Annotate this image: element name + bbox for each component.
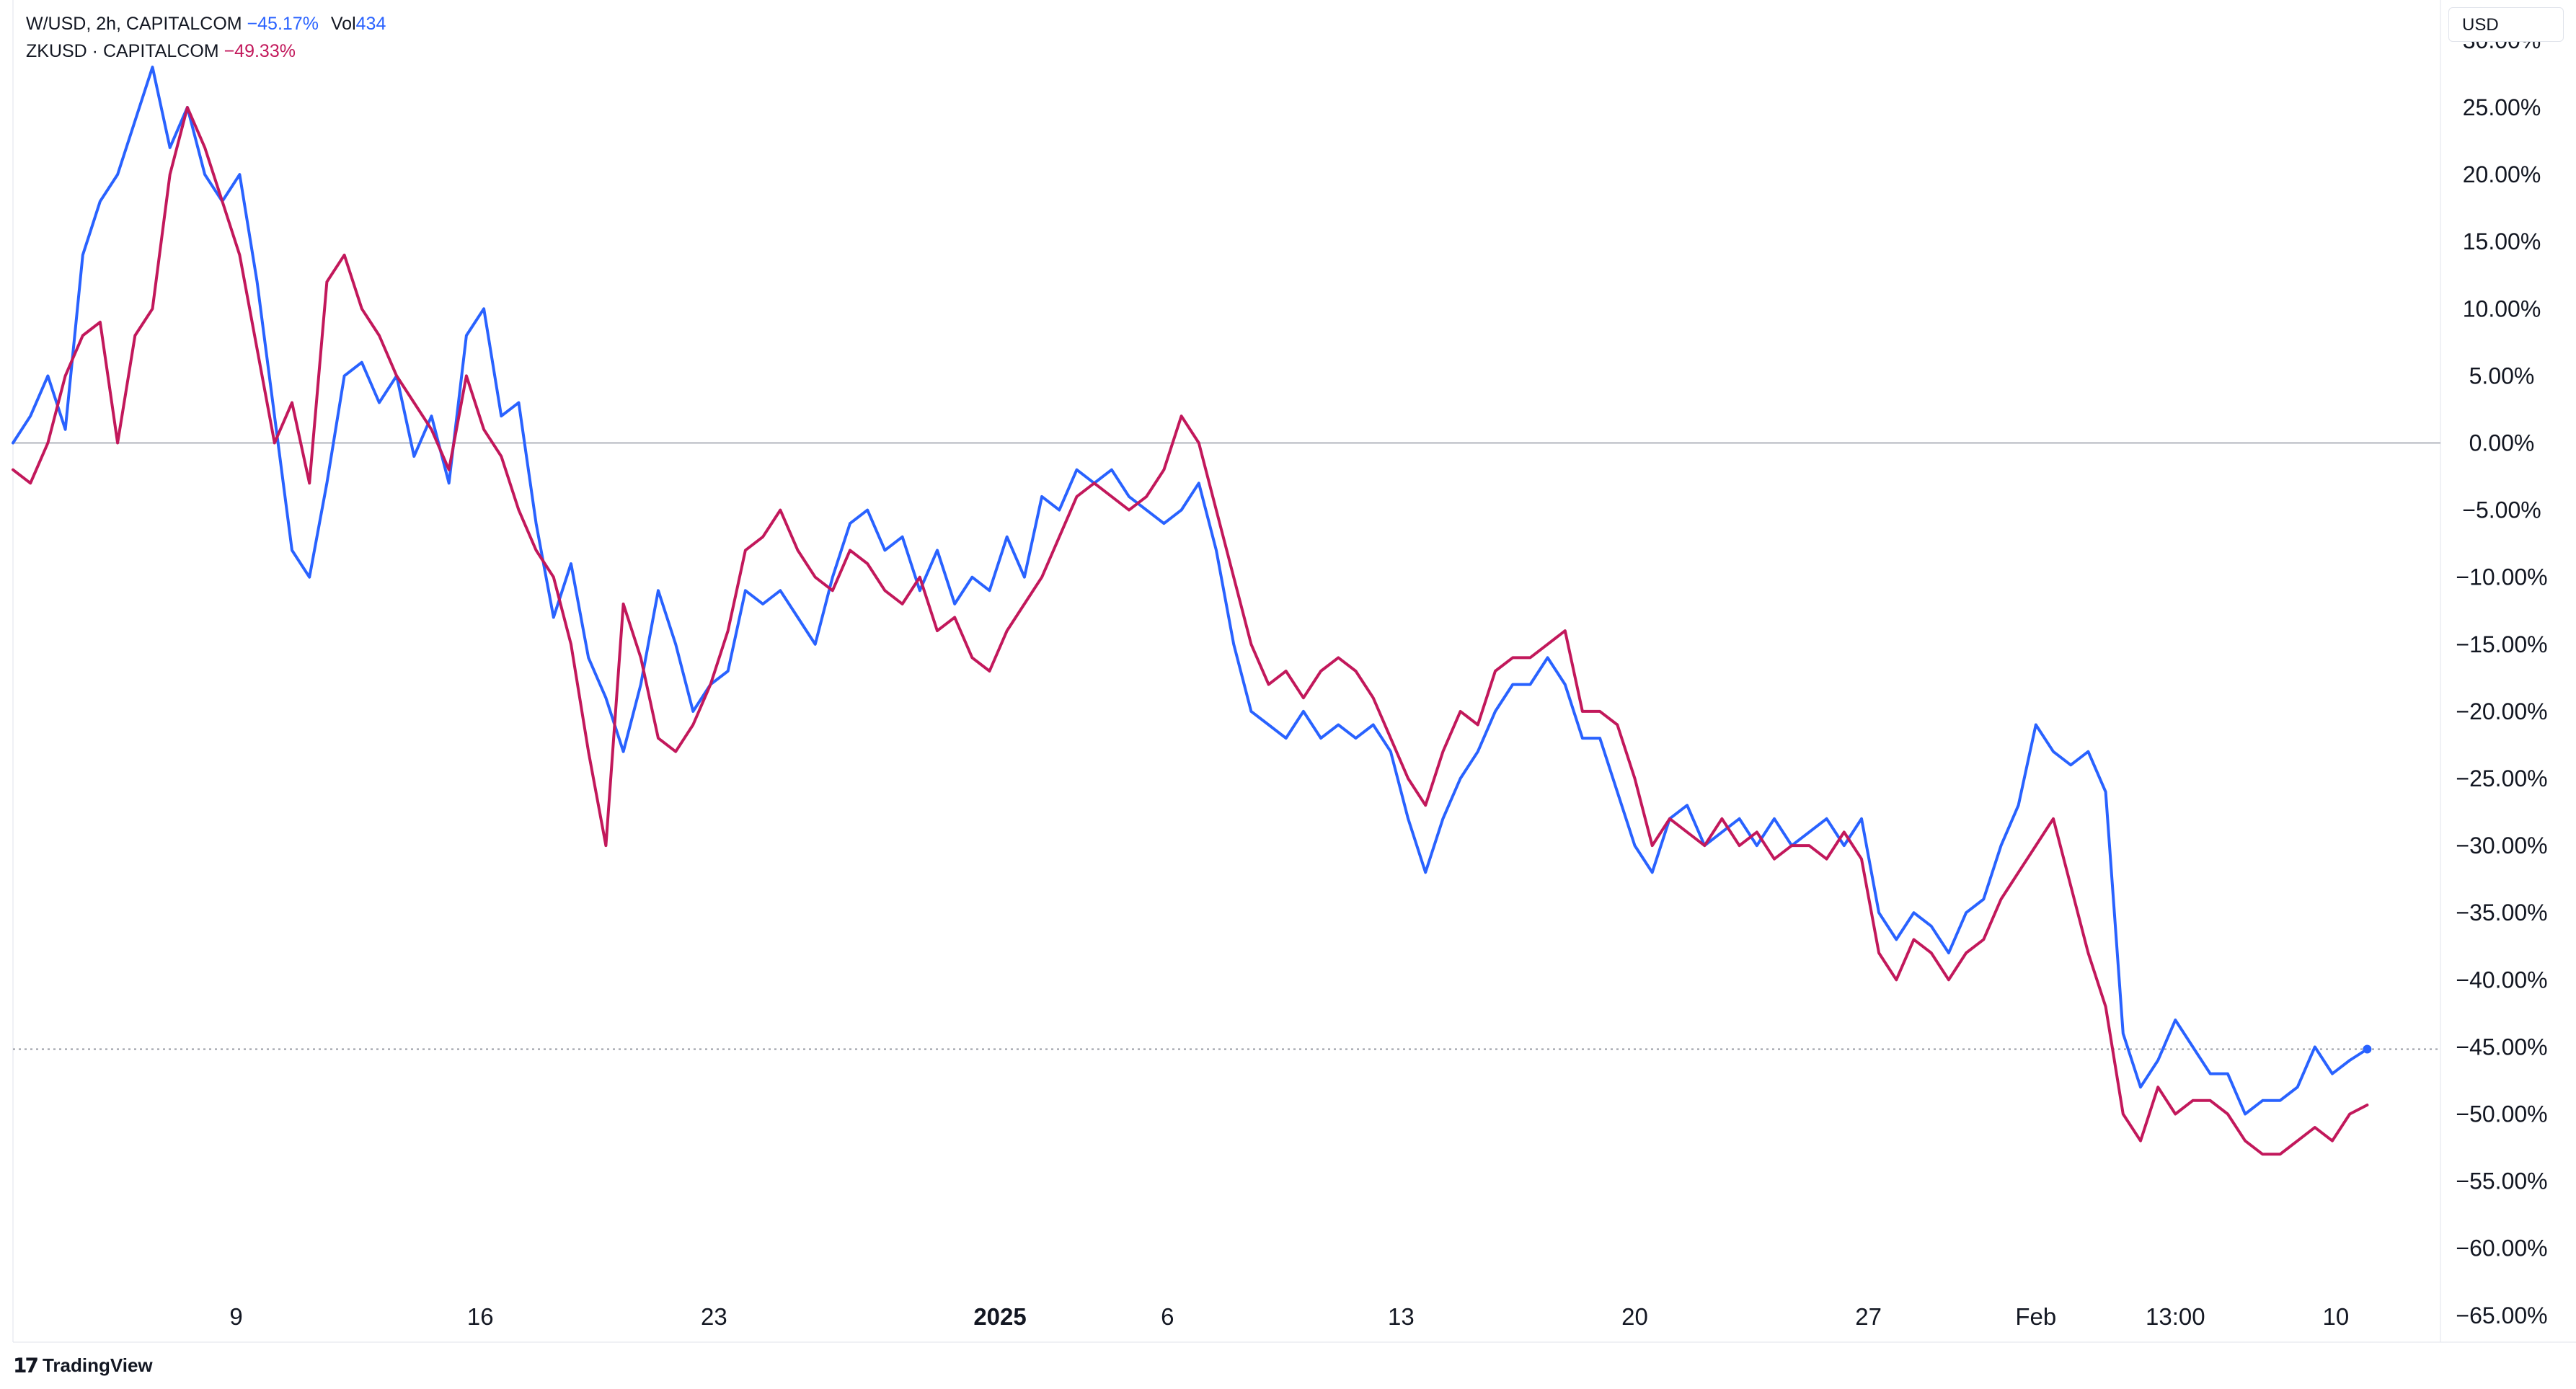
y-axis[interactable]: 30.00%25.00%20.00%15.00%10.00%5.00%0.00%… (2456, 27, 2547, 1328)
x-tick-label: 10 (2323, 1303, 2350, 1330)
series-layer (12, 66, 2372, 1156)
y-tick-label: −5.00% (2462, 497, 2541, 523)
y-tick-label: −25.00% (2456, 765, 2547, 791)
x-tick-label: 27 (1855, 1303, 1882, 1330)
x-tick-label: 6 (1161, 1303, 1174, 1330)
x-tick-label: 13 (1388, 1303, 1415, 1330)
y-tick-label: −10.00% (2456, 564, 2547, 590)
series-line-w-usd[interactable] (12, 66, 2369, 1116)
legend-change-wusd: −45.17% (247, 14, 319, 34)
x-tick-label: 20 (1621, 1303, 1648, 1330)
x-tick-label: 13:00 (2146, 1303, 2205, 1330)
reference-lines (13, 442, 2440, 1050)
last-point-marker (2363, 1044, 2372, 1054)
series-line-zkusd[interactable] (12, 106, 2369, 1156)
y-tick-label: 15.00% (2463, 228, 2541, 254)
legend-row-wusd[interactable]: W/USD, 2h, CAPITALCOM −45.17% Vol434 (26, 10, 386, 37)
x-tick-label: 2025 (973, 1303, 1026, 1330)
y-tick-label: −55.00% (2456, 1168, 2547, 1194)
y-tick-label: −45.00% (2456, 1034, 2547, 1060)
brand-name: TradingView (42, 1354, 153, 1376)
y-tick-label: −50.00% (2456, 1101, 2547, 1127)
x-tick-label: 16 (467, 1303, 494, 1330)
legend-volume-label: Vol (330, 14, 356, 34)
y-tick-label: −65.00% (2456, 1303, 2547, 1328)
legend-volume-value: 434 (355, 14, 386, 34)
y-tick-label: −30.00% (2456, 833, 2547, 858)
y-tick-label: −20.00% (2456, 698, 2547, 724)
y-tick-label: −60.00% (2456, 1235, 2547, 1261)
legend-symbol-wusd[interactable]: W/USD, 2h, CAPITALCOM (26, 14, 242, 34)
legend-row-zkusd[interactable]: ZKUSD · CAPITALCOM −49.33% (26, 37, 386, 65)
x-axis[interactable]: 9 16 23 2025 6 13 20 27 Feb 13:00 10 (229, 1303, 2349, 1330)
chart-legend: W/USD, 2h, CAPITALCOM −45.17% Vol434 ZKU… (26, 10, 386, 65)
y-tick-label: 0.00% (2469, 430, 2535, 456)
x-tick-label: 23 (701, 1303, 727, 1330)
tradingview-brand[interactable]: 𝟭𝟳 TradingView (13, 1354, 153, 1377)
x-tick-label: Feb (2015, 1303, 2056, 1330)
y-tick-label: 5.00% (2469, 363, 2535, 389)
y-tick-label: 25.00% (2463, 94, 2541, 120)
y-tick-label: −40.00% (2456, 967, 2547, 993)
legend-symbol-zkusd[interactable]: ZKUSD · CAPITALCOM (26, 41, 219, 61)
currency-button[interactable]: USD (2448, 7, 2564, 42)
y-tick-label: −35.00% (2456, 900, 2547, 926)
x-tick-label: 9 (229, 1303, 242, 1330)
legend-change-zkusd: −49.33% (223, 41, 296, 61)
y-tick-label: −15.00% (2456, 631, 2547, 657)
y-tick-label: 20.00% (2463, 161, 2541, 187)
tradingview-logo-icon: 𝟭𝟳 (13, 1354, 39, 1377)
y-tick-label: 10.00% (2463, 296, 2541, 321)
